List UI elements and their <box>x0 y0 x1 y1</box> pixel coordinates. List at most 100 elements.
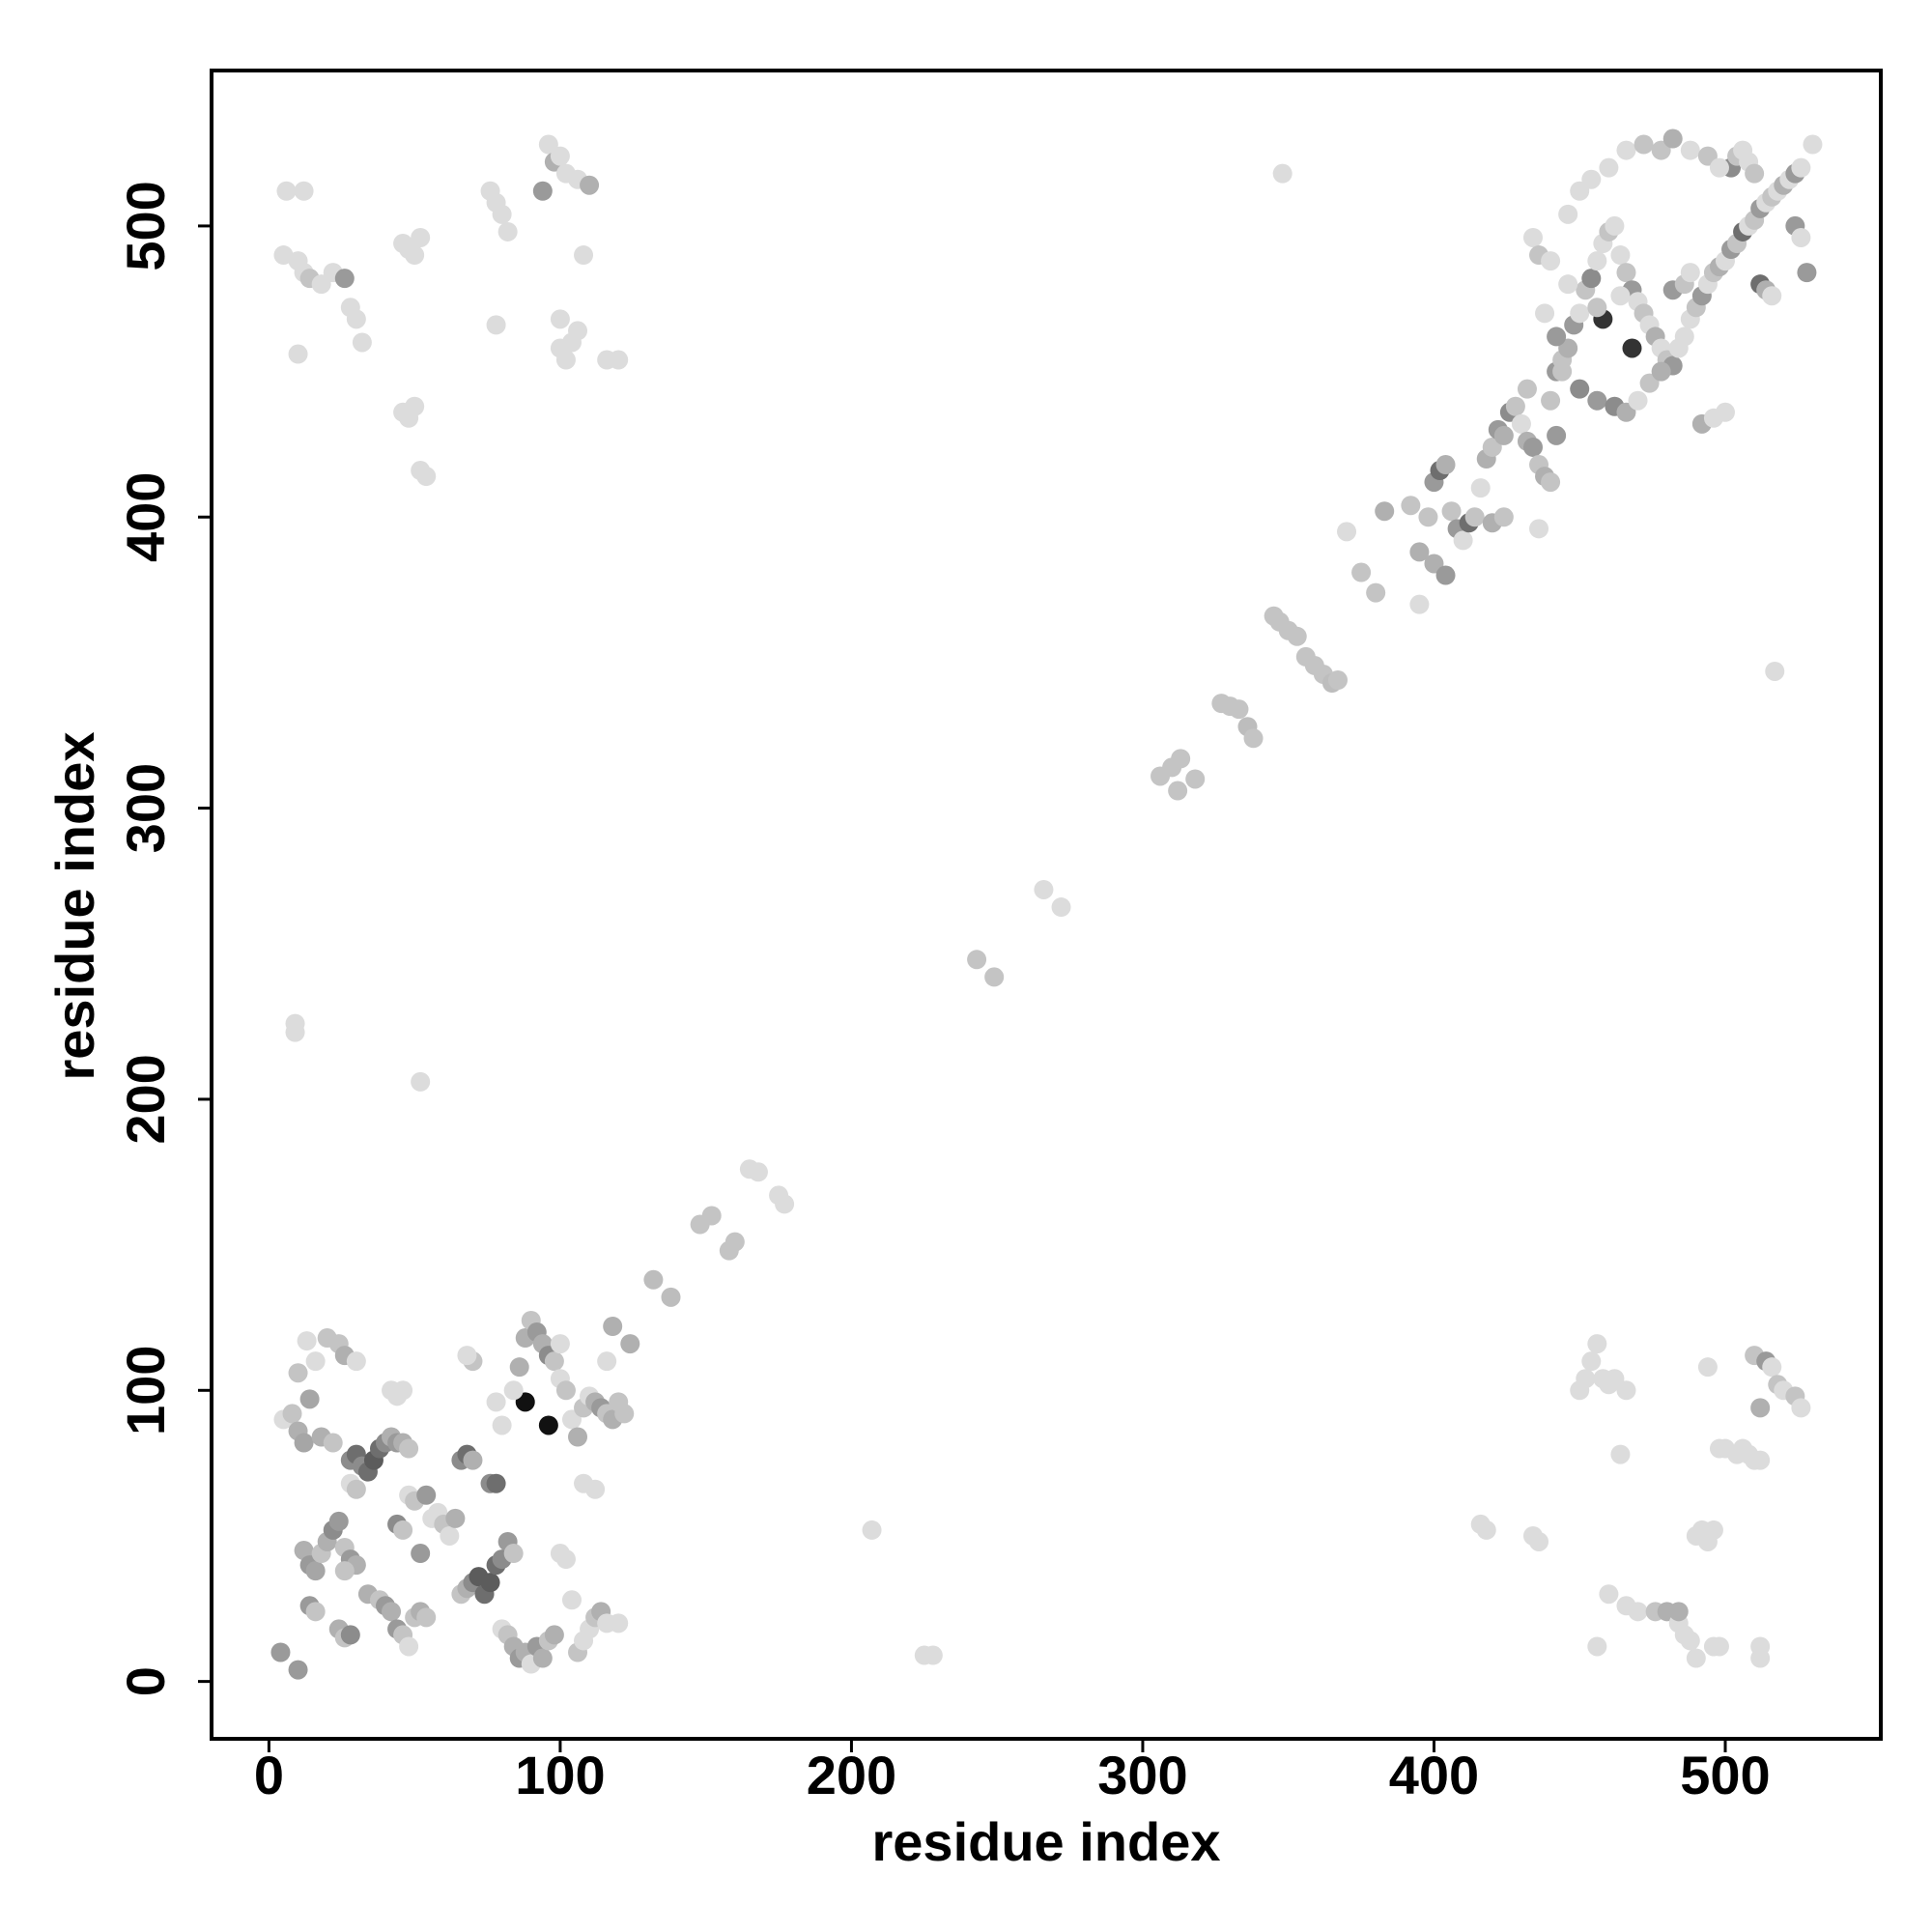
point <box>486 315 506 335</box>
point <box>1791 157 1811 178</box>
point <box>497 221 518 242</box>
point <box>550 146 570 166</box>
point <box>1453 530 1473 551</box>
point <box>503 1380 524 1401</box>
point <box>1470 478 1491 498</box>
point <box>399 1438 419 1459</box>
point <box>1610 286 1631 306</box>
point <box>1674 327 1694 347</box>
point <box>328 1511 349 1531</box>
point <box>1750 1648 1771 1668</box>
point <box>297 1331 317 1351</box>
point <box>273 245 294 266</box>
point <box>1750 1450 1771 1470</box>
point <box>1168 781 1188 801</box>
point <box>603 1316 623 1336</box>
point <box>1616 263 1636 283</box>
x-tick-label: 0 <box>254 1745 284 1805</box>
point <box>1616 140 1636 160</box>
point <box>1171 749 1191 769</box>
point <box>555 1380 576 1401</box>
point <box>1476 1520 1496 1540</box>
point <box>1628 390 1648 411</box>
point <box>1680 263 1700 283</box>
point <box>1599 157 1619 178</box>
point <box>1418 507 1438 527</box>
point <box>1558 274 1578 295</box>
point <box>1587 1636 1607 1657</box>
point <box>1351 562 1372 582</box>
point <box>1541 472 1561 493</box>
point <box>538 1415 558 1435</box>
point <box>1581 269 1602 289</box>
point <box>967 950 987 970</box>
point <box>346 1351 366 1372</box>
point <box>620 1334 640 1354</box>
point <box>1327 670 1348 691</box>
point <box>1709 1636 1729 1657</box>
point <box>1570 303 1590 324</box>
point <box>1337 522 1357 542</box>
point <box>661 1287 681 1307</box>
point <box>1409 542 1430 562</box>
point <box>568 321 588 341</box>
point <box>1034 879 1054 899</box>
point <box>1628 1602 1648 1622</box>
point <box>1587 251 1607 271</box>
point <box>1668 1602 1689 1622</box>
y-tick-label: 200 <box>115 1054 176 1144</box>
point <box>609 350 629 370</box>
y-tick-label: 0 <box>115 1666 176 1696</box>
point <box>346 309 366 329</box>
point <box>561 1590 582 1610</box>
point <box>288 1660 308 1680</box>
point <box>1651 361 1671 382</box>
point <box>550 309 570 329</box>
point <box>305 1561 326 1581</box>
point <box>463 1450 483 1470</box>
point <box>416 1485 437 1505</box>
point <box>1185 769 1206 789</box>
point <box>532 1648 553 1668</box>
point <box>1587 390 1607 411</box>
point <box>1493 507 1514 527</box>
point <box>1803 134 1823 155</box>
point <box>544 1351 564 1372</box>
point <box>1680 140 1700 160</box>
point <box>1703 1520 1723 1540</box>
point <box>1493 425 1514 445</box>
point <box>334 1561 355 1581</box>
point <box>411 1071 431 1092</box>
point <box>1366 582 1386 603</box>
point <box>1435 455 1456 475</box>
point <box>614 1404 635 1424</box>
point <box>1464 507 1485 527</box>
point <box>1051 897 1071 918</box>
point <box>555 1549 576 1570</box>
point <box>346 1479 366 1499</box>
point <box>1570 379 1590 399</box>
point <box>1634 134 1654 155</box>
point <box>503 1544 524 1564</box>
y-tick-label: 100 <box>115 1346 176 1435</box>
point <box>411 227 431 247</box>
point <box>1375 501 1395 522</box>
y-tick-label: 500 <box>115 181 176 270</box>
point <box>1541 390 1561 411</box>
point <box>399 1636 419 1657</box>
point <box>294 181 314 201</box>
point <box>1435 565 1456 585</box>
point <box>1616 1380 1636 1401</box>
point <box>1535 303 1555 324</box>
point <box>1686 1648 1706 1668</box>
point <box>393 1520 413 1540</box>
x-tick-label: 300 <box>1097 1745 1187 1805</box>
point <box>294 1541 314 1561</box>
point <box>1558 204 1578 224</box>
point <box>486 1473 506 1493</box>
point <box>340 1625 360 1645</box>
point <box>416 467 437 487</box>
y-axis-title: residue index <box>44 731 105 1080</box>
point <box>288 344 308 364</box>
